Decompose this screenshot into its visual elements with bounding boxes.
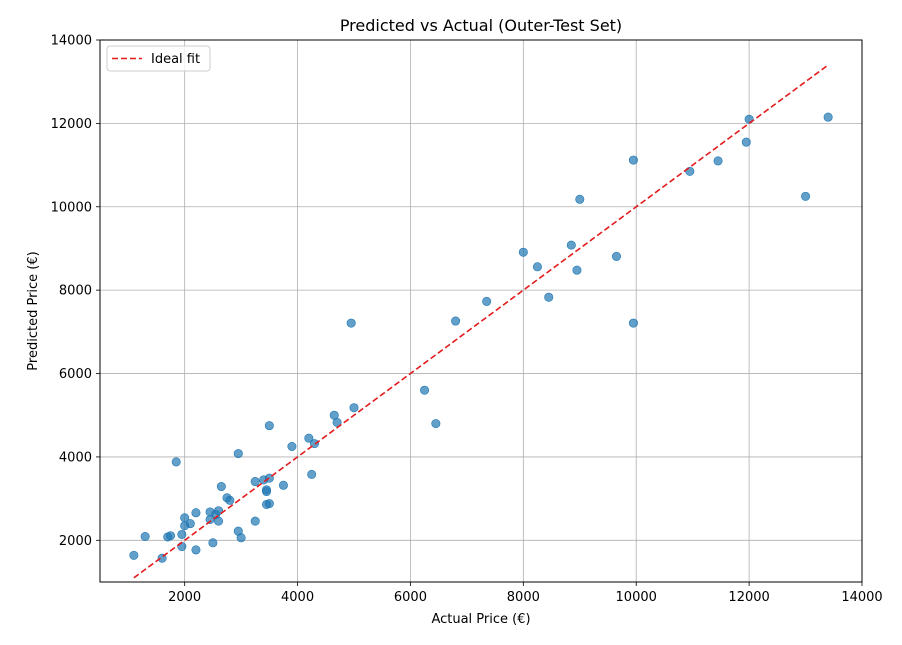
data-point xyxy=(177,529,187,539)
y-tick-label: 8000 xyxy=(59,284,92,299)
data-point xyxy=(166,531,176,541)
data-point xyxy=(801,191,811,201)
data-point xyxy=(346,318,356,328)
y-axis-ticks: 2000 4000 6000 8000 10000 12000 14000 xyxy=(51,34,100,549)
data-point xyxy=(611,251,621,261)
data-point xyxy=(628,155,638,165)
data-point xyxy=(250,516,260,526)
data-point xyxy=(191,545,201,555)
data-point xyxy=(575,194,585,204)
data-point xyxy=(264,421,274,431)
y-tick-label: 2000 xyxy=(59,534,92,549)
data-point xyxy=(208,538,218,548)
data-point xyxy=(250,477,260,487)
y-axis-title: Predicted Price (€) xyxy=(26,251,41,370)
x-tick-label: 8000 xyxy=(507,590,540,605)
data-point xyxy=(264,499,274,509)
x-axis-ticks: 2000 4000 6000 8000 10000 12000 14000 xyxy=(168,582,883,605)
data-point xyxy=(420,385,430,395)
data-point xyxy=(225,495,235,505)
y-tick-label: 6000 xyxy=(59,367,92,382)
data-point xyxy=(332,417,342,427)
x-tick-label: 6000 xyxy=(394,590,427,605)
data-point xyxy=(713,156,723,166)
y-tick-label: 4000 xyxy=(59,450,92,465)
y-tick-label: 12000 xyxy=(51,117,92,132)
data-point xyxy=(451,316,461,326)
data-point xyxy=(532,262,542,272)
data-point xyxy=(214,516,224,526)
data-point xyxy=(129,550,139,560)
data-point xyxy=(566,240,576,250)
data-point xyxy=(518,247,528,257)
data-point xyxy=(307,469,317,479)
data-point xyxy=(262,487,272,497)
data-point xyxy=(191,508,201,518)
data-point xyxy=(185,519,195,529)
data-points xyxy=(129,112,833,563)
data-point xyxy=(236,533,246,543)
data-point xyxy=(233,449,243,459)
y-tick-label: 14000 xyxy=(51,34,92,49)
data-point xyxy=(216,482,226,492)
x-tick-label: 12000 xyxy=(728,590,769,605)
data-point xyxy=(823,112,833,122)
x-tick-label: 2000 xyxy=(168,590,201,605)
data-point xyxy=(278,480,288,490)
data-point xyxy=(180,513,190,523)
data-point xyxy=(544,292,554,302)
data-point xyxy=(304,433,314,443)
x-tick-label: 10000 xyxy=(616,590,657,605)
plot-frame xyxy=(99,39,863,583)
legend-label-ideal-fit: Ideal fit xyxy=(151,52,200,67)
data-point xyxy=(628,318,638,328)
data-point xyxy=(741,137,751,147)
data-point xyxy=(431,419,441,429)
data-point xyxy=(140,532,150,542)
data-point xyxy=(349,403,359,413)
legend-box xyxy=(106,45,211,72)
data-point xyxy=(482,296,492,306)
data-point xyxy=(171,457,181,467)
y-tick-label: 10000 xyxy=(51,200,92,215)
legend: Ideal fit xyxy=(106,45,211,72)
data-point xyxy=(287,441,297,451)
data-point xyxy=(572,265,582,275)
x-tick-label: 4000 xyxy=(281,590,314,605)
x-axis-title: Actual Price (€) xyxy=(431,612,530,627)
chart-title: Predicted vs Actual (Outer-Test Set) xyxy=(340,16,622,35)
x-tick-label: 14000 xyxy=(841,590,882,605)
